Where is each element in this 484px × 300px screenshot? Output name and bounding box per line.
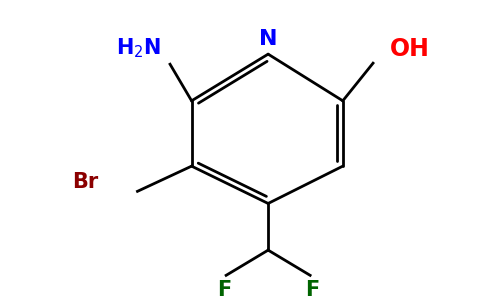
Text: F: F xyxy=(305,280,319,300)
Text: H$_2$N: H$_2$N xyxy=(116,37,161,60)
Text: F: F xyxy=(217,280,231,300)
Text: N: N xyxy=(259,29,277,50)
Text: OH: OH xyxy=(390,37,429,61)
Text: Br: Br xyxy=(72,172,98,192)
